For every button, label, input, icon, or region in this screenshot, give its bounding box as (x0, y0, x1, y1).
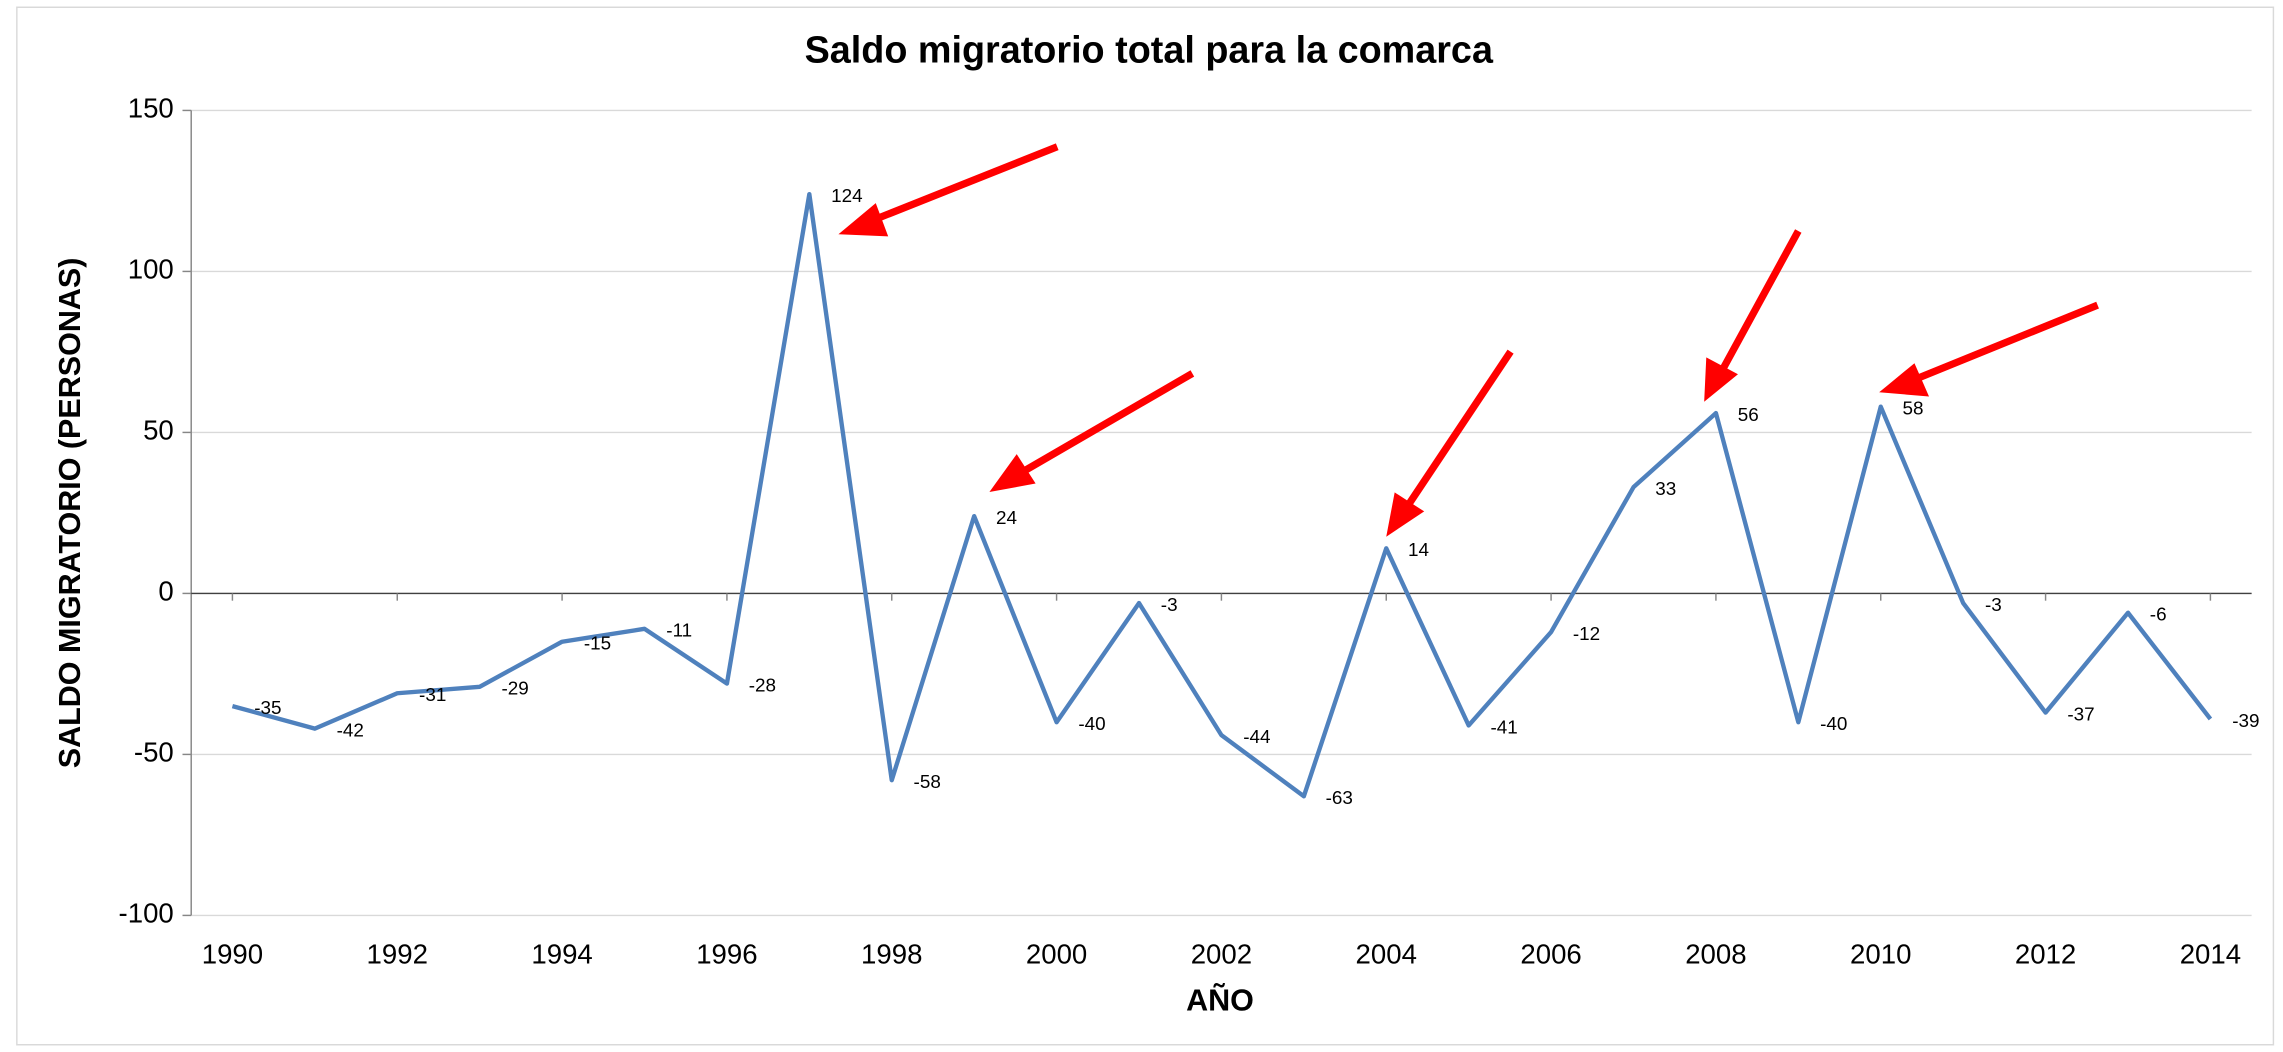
data-label: -35 (254, 698, 281, 719)
data-label: -11 (666, 621, 692, 642)
x-tick-label: 1994 (531, 938, 592, 969)
x-tick-label: 2006 (1520, 938, 1581, 969)
data-label: -40 (1820, 714, 1847, 735)
data-label: -58 (914, 772, 941, 793)
x-tick-label: 1990 (202, 938, 263, 969)
y-tick-label: 0 (158, 576, 173, 607)
x-tick-label: 2004 (1356, 938, 1417, 969)
x-axis-label: AÑO (1186, 983, 1254, 1018)
y-tick-label: -100 (119, 898, 174, 929)
data-label: -6 (2150, 605, 2167, 626)
x-tick-label: 2002 (1191, 938, 1252, 969)
data-label: 33 (1655, 479, 1676, 500)
data-label: 56 (1738, 405, 1759, 426)
data-label: -37 (2067, 704, 2094, 725)
data-label: -12 (1573, 624, 1600, 645)
data-label: -15 (584, 634, 611, 655)
y-tick-label: 100 (128, 254, 174, 285)
data-line (231, 191, 2213, 799)
x-tick-label: 2014 (2180, 938, 2241, 969)
x-tick-label: 2012 (2015, 938, 2076, 969)
data-label: -40 (1078, 714, 1105, 735)
y-tick-label: 150 (128, 93, 174, 124)
data-label: -41 (1490, 717, 1517, 738)
x-tick-label: 2010 (1850, 938, 1911, 969)
chart-frame (16, 6, 2275, 1046)
data-label: -29 (501, 679, 528, 700)
data-label: -31 (419, 685, 446, 706)
data-label: 24 (996, 508, 1017, 529)
y-tick-label: -50 (134, 737, 174, 768)
data-label: -44 (1243, 727, 1270, 748)
data-label: 14 (1408, 540, 1429, 561)
x-tick-label: 2000 (1026, 938, 1087, 969)
x-tick-label: 1992 (367, 938, 428, 969)
data-label: -3 (1161, 595, 1178, 616)
data-label: -63 (1326, 788, 1353, 809)
data-label: -39 (2232, 711, 2259, 732)
x-tick-label: 2008 (1685, 938, 1746, 969)
data-label: -3 (1985, 595, 2002, 616)
data-label: 124 (831, 186, 863, 207)
data-label: 58 (1903, 399, 1924, 420)
x-tick-label: 1998 (861, 938, 922, 969)
chart-title: Saldo migratorio total para la comarca (805, 29, 1494, 71)
y-tick-label: 50 (143, 415, 174, 446)
y-axis-label: SALDO MIGRATORIO (PERSONAS) (53, 258, 87, 769)
x-tick-label: 1996 (696, 938, 757, 969)
data-label: -28 (749, 675, 776, 696)
data-label: -42 (337, 721, 364, 742)
arrows (838, 143, 2099, 537)
